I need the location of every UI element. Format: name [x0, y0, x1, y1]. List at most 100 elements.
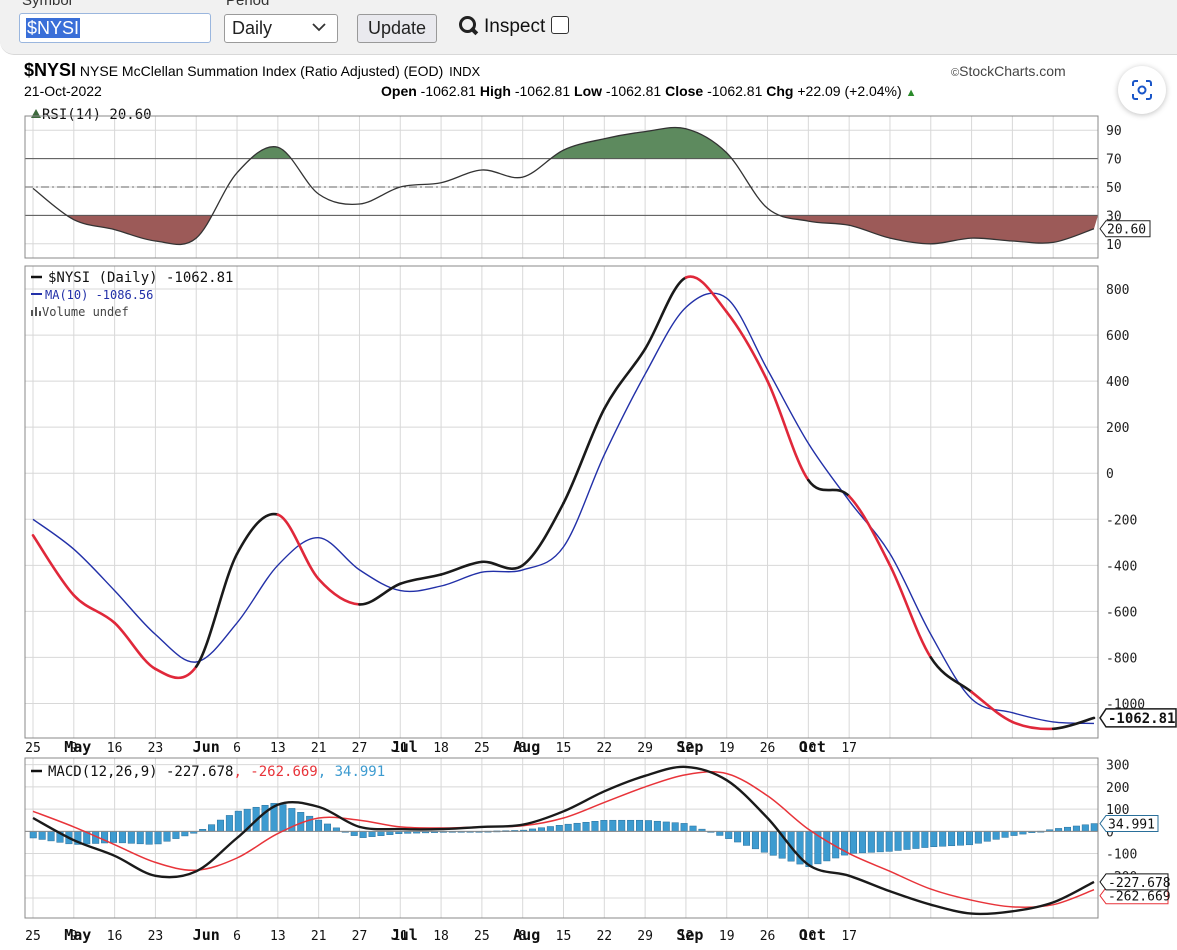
- x-axis-label: 26: [760, 741, 776, 756]
- x-axis-label: 25: [474, 929, 490, 944]
- rsi-tick-label: 90: [1106, 124, 1122, 139]
- macd-histogram-bar: [359, 831, 367, 838]
- macd-histogram-bar: [894, 831, 902, 851]
- brand-label: StockCharts.com: [959, 63, 1066, 79]
- macd-tick-label: -100: [1106, 848, 1137, 863]
- macd-histogram-bar: [600, 820, 608, 832]
- macd-histogram-bar: [172, 831, 180, 839]
- rsi-tick-label: 70: [1106, 153, 1122, 168]
- x-axis-label: Aug: [513, 738, 540, 756]
- x-axis-label: Sep: [676, 926, 703, 944]
- macd-histogram-bar: [850, 831, 858, 854]
- macd-histogram-bar: [163, 831, 171, 842]
- lens-button[interactable]: [1118, 66, 1166, 114]
- macd-histogram-bar: [225, 815, 233, 832]
- macd-histogram-bar: [118, 831, 126, 844]
- macd-tick-label: 0: [1106, 825, 1114, 840]
- rsi-legend: RSI(14) 20.60: [42, 107, 152, 123]
- low-value: -1062.81: [605, 83, 662, 99]
- ma10-line: [32, 292, 1095, 725]
- inspect-checkbox[interactable]: [551, 16, 570, 34]
- x-axis-label: 25: [474, 741, 490, 756]
- macd-histogram-bar: [564, 823, 572, 832]
- x-axis-label: 18: [433, 741, 449, 756]
- rsi-tick-label: 10: [1106, 238, 1122, 253]
- x-axis-label: 21: [311, 741, 327, 756]
- panel-frames: [24, 115, 1099, 919]
- chart-name: NYSE McClellan Summation Index (Ratio Ad…: [79, 63, 444, 79]
- macd-histogram-bar: [867, 831, 875, 853]
- x-axis-label: 15: [556, 929, 572, 944]
- update-button[interactable]: Update: [357, 14, 437, 43]
- x-axis-label: 13: [270, 741, 286, 756]
- macd-histogram-bar: [957, 831, 965, 846]
- macd-histogram-bar: [181, 831, 189, 837]
- x-axis-label: 19: [719, 929, 735, 944]
- high-value: -1062.81: [514, 83, 571, 99]
- macd-histogram-bar: [627, 819, 635, 832]
- macd-histogram-bar: [47, 831, 55, 842]
- nysi-line-segment: [398, 573, 443, 586]
- nysi-line-segment: [72, 593, 116, 625]
- period-select[interactable]: Daily: [224, 14, 338, 43]
- x-axis-label: 23: [148, 929, 164, 944]
- macd-histogram-bar: [734, 831, 742, 843]
- ohlc-readout: Open -1062.81 High -1062.81 Low -1062.81…: [381, 83, 916, 99]
- macd-histogram-bar: [662, 821, 670, 832]
- chevron-down-icon: [311, 19, 327, 39]
- x-axis-label: 25: [25, 741, 41, 756]
- symbol-input[interactable]: $NYSI: [19, 13, 211, 43]
- signal-last-value: -262.669: [1108, 890, 1171, 905]
- x-axis-label: 9: [70, 929, 78, 944]
- macd-histogram-bar: [769, 831, 777, 856]
- nysi-line-segment: [847, 494, 892, 567]
- x-axis-label: May: [64, 738, 91, 756]
- x-axis-label: 8: [519, 741, 527, 756]
- inspect-toggle[interactable]: Inspect: [459, 16, 570, 38]
- macd-histogram-bar: [261, 805, 269, 832]
- price-tick-label: -200: [1106, 513, 1137, 528]
- macd-histogram-bar: [965, 831, 973, 846]
- x-axis-label: 16: [107, 741, 123, 756]
- macd-histogram-bar: [823, 831, 831, 862]
- nysi-line-segment: [113, 621, 157, 671]
- price-tick-label: 400: [1106, 375, 1129, 390]
- macd-histogram-bar: [377, 831, 385, 836]
- x-axes: 2525MayMay9916162323JunJun66131321212727…: [25, 738, 857, 944]
- x-axis-label: 10: [801, 741, 817, 756]
- macd-histogram-bar: [109, 831, 117, 843]
- macd-histogram-bar: [876, 831, 884, 853]
- rsi-last-tag: [1099, 220, 1151, 238]
- x-axis-label: 25: [25, 929, 41, 944]
- up-arrow-icon: ▲: [905, 87, 917, 99]
- macd-histogram-bar: [760, 831, 768, 853]
- macd-histogram-bar: [609, 819, 617, 832]
- high-label: High: [479, 83, 511, 99]
- price-tick-label: 600: [1106, 329, 1129, 344]
- rsi-line: [32, 126, 1095, 246]
- rsi-tick-label: 50: [1106, 181, 1122, 196]
- x-axis-label: 8: [519, 929, 527, 944]
- macd-histogram-bar: [234, 810, 242, 832]
- macd-histogram-bar: [38, 831, 46, 840]
- rsi-last-value: 20.60: [1107, 223, 1146, 238]
- macd-legend-label: MACD(12,26,9) -227.678: [48, 764, 233, 780]
- macd-panel-frame: [24, 757, 1099, 919]
- macd-histogram-bar: [136, 831, 144, 845]
- nysi-legend: $NYSI (Daily) -1062.81: [48, 270, 233, 286]
- macd-last-tag: [1099, 873, 1169, 891]
- nysi-line-segment: [521, 501, 565, 567]
- nysi-line-segment: [807, 478, 851, 498]
- x-axis-label: 10: [801, 929, 817, 944]
- macd-histogram-bar: [644, 820, 652, 832]
- macd-histogram-bar: [992, 831, 1000, 840]
- price-last-tag: [1099, 708, 1177, 728]
- x-axis-label: 17: [841, 929, 857, 944]
- price-panel-frame: [24, 265, 1099, 739]
- price-last-value: -1062.81: [1108, 711, 1175, 727]
- x-axis-label: 22: [596, 929, 612, 944]
- macd-histogram-bar: [555, 825, 563, 832]
- x-axis-label: Jul: [391, 926, 418, 944]
- price-tick-label: -800: [1106, 651, 1137, 666]
